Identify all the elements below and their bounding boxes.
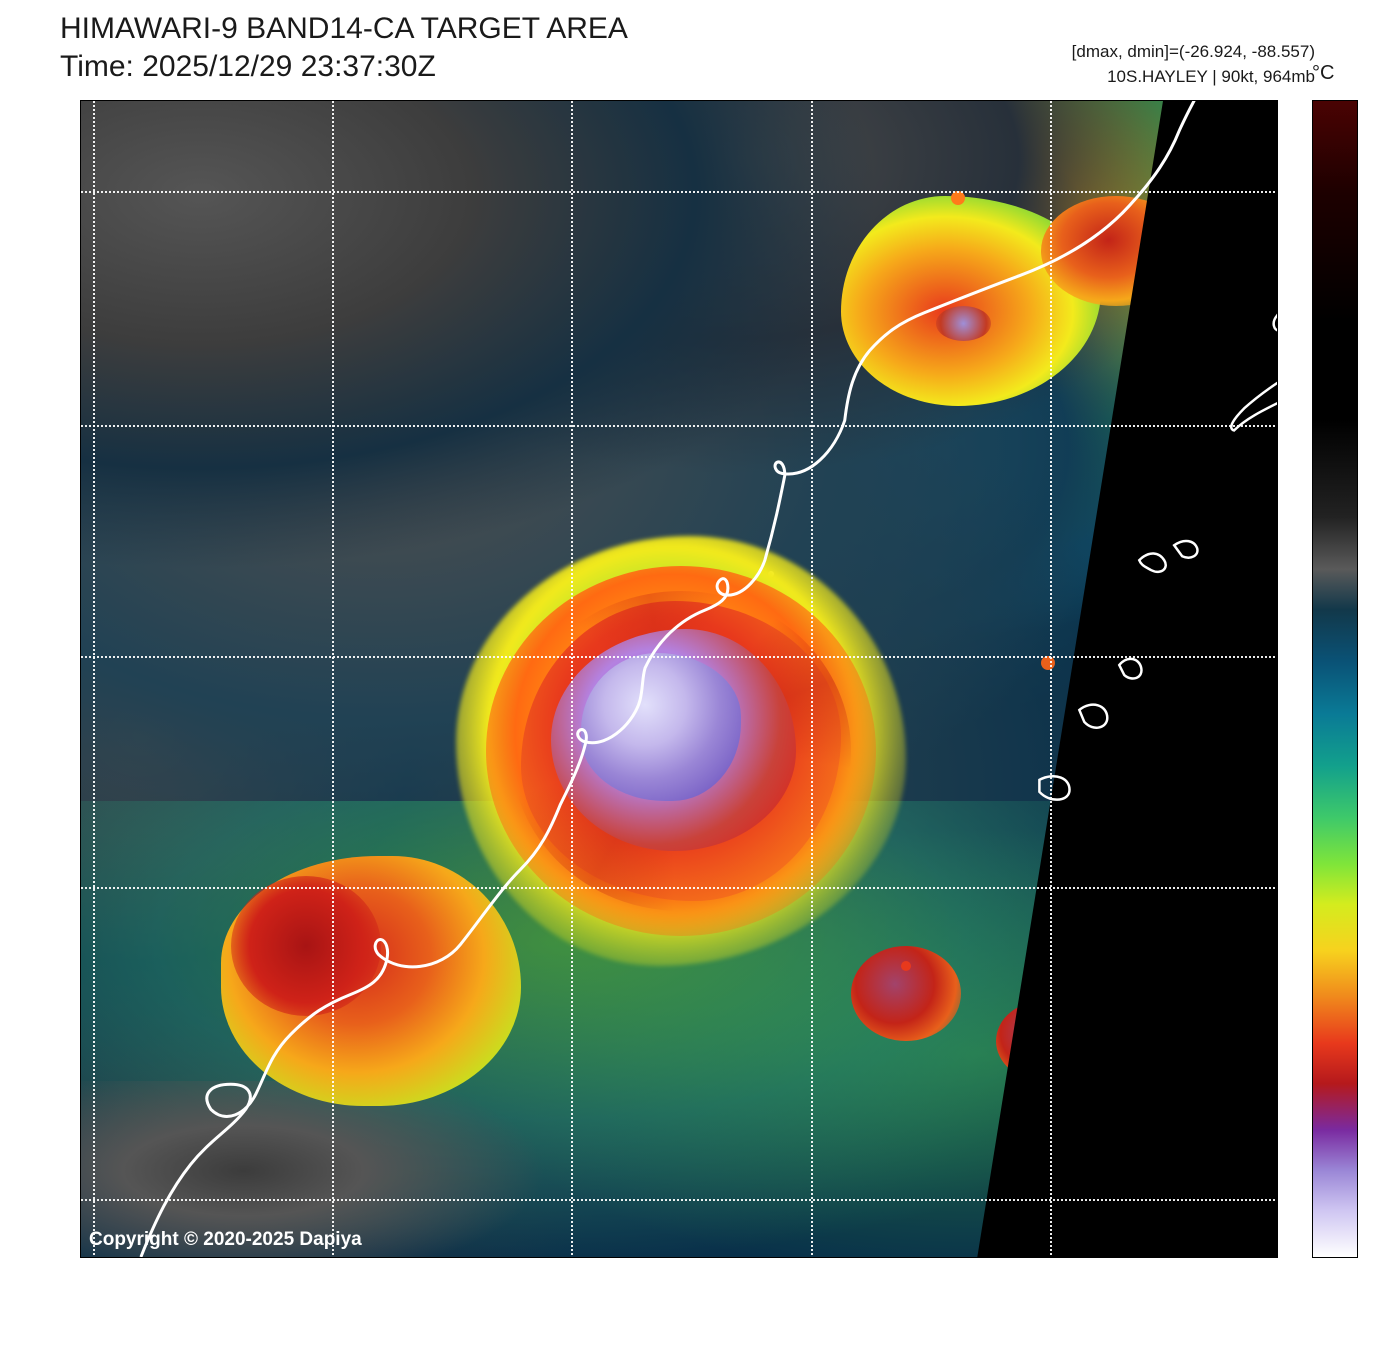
latitude-gridline-20S <box>81 1199 1278 1201</box>
longitude-gridline-120E <box>571 101 573 1258</box>
storm-info-label: 10S.HAYLEY | 90kt, 964mb <box>1072 65 1315 90</box>
dmax-dmin-label: [dmax, dmin]=(-26.924, -88.557) <box>1072 40 1315 65</box>
longitude-gridline-124E <box>1050 101 1052 1258</box>
latitude-gridline-18S <box>81 887 1278 889</box>
coastline-overlay <box>81 101 1277 1257</box>
colorbar-gradient[interactable] <box>1312 100 1358 1258</box>
longitude-gridline-122E <box>811 101 813 1258</box>
time-label: Time: 2025/12/29 23:37:30Z <box>60 48 628 86</box>
longitude-gridline-116E <box>93 101 95 1258</box>
colorbar-widget[interactable]: 40 30 20 10 0 -10 -20 -30 -40 -50 -60 -7… <box>1312 100 1358 1258</box>
colorbar-unit-label: °C <box>1312 62 1334 85</box>
latitude-gridline-16S <box>81 656 1278 658</box>
latitude-gridline-14S <box>81 425 1278 427</box>
latitude-gridline-12S <box>81 191 1278 193</box>
header-title-block: HIMAWARI-9 BAND14-CA TARGET AREA Time: 2… <box>60 10 628 85</box>
longitude-gridline-118E <box>332 101 334 1258</box>
copyright-text: Copyright © 2020-2025 Dapiya <box>89 1229 362 1251</box>
meta-info-block: [dmax, dmin]=(-26.924, -88.557) 10S.HAYL… <box>1072 40 1315 89</box>
satellite-image-plot[interactable]: 12°S 14°S 16°S 18°S 20°S 116°E 118°E 120… <box>80 100 1278 1258</box>
main-title: HIMAWARI-9 BAND14-CA TARGET AREA <box>60 10 628 48</box>
